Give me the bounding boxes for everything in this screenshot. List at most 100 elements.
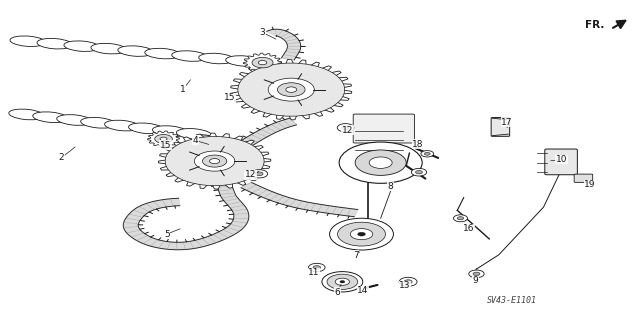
Text: 9: 9 [472,276,478,285]
Circle shape [251,170,268,178]
FancyBboxPatch shape [353,114,415,143]
Ellipse shape [64,41,99,51]
Circle shape [160,137,167,141]
Circle shape [358,232,365,236]
Ellipse shape [120,47,150,55]
Text: 12: 12 [244,170,256,179]
Ellipse shape [172,51,207,61]
Ellipse shape [93,45,124,53]
Ellipse shape [13,37,43,45]
Circle shape [308,263,325,271]
Circle shape [286,87,297,92]
FancyBboxPatch shape [545,149,577,175]
Ellipse shape [174,52,205,60]
Circle shape [195,151,235,171]
Ellipse shape [104,120,140,131]
Text: 6: 6 [334,288,340,297]
Circle shape [337,123,354,132]
Text: 13: 13 [399,281,411,290]
Ellipse shape [226,56,261,66]
Circle shape [155,135,172,143]
Circle shape [404,280,412,284]
Circle shape [202,155,227,167]
Ellipse shape [37,38,72,49]
Polygon shape [230,59,352,120]
Text: 7: 7 [353,251,358,260]
Circle shape [355,150,406,175]
Text: 2: 2 [58,153,64,162]
Ellipse shape [40,40,70,48]
Circle shape [350,229,372,240]
Polygon shape [243,53,282,72]
Circle shape [268,78,314,101]
Ellipse shape [199,53,234,64]
Ellipse shape [147,49,178,57]
Circle shape [339,142,422,183]
Circle shape [277,83,305,97]
Ellipse shape [91,43,126,54]
Ellipse shape [247,62,265,67]
Circle shape [209,159,220,164]
FancyBboxPatch shape [491,118,509,136]
FancyBboxPatch shape [574,174,593,182]
Circle shape [259,61,267,65]
Ellipse shape [83,119,113,127]
Circle shape [335,278,349,285]
Text: 10: 10 [556,155,567,164]
Text: 4: 4 [193,136,198,145]
Circle shape [421,151,434,157]
Text: 16: 16 [463,224,474,233]
Ellipse shape [202,55,232,63]
Text: 18: 18 [412,140,424,149]
Circle shape [255,172,263,176]
Circle shape [342,126,349,130]
Circle shape [313,266,321,269]
Circle shape [165,137,264,186]
Text: 1: 1 [180,85,186,94]
Ellipse shape [177,129,212,139]
Text: 3: 3 [260,28,266,37]
Ellipse shape [196,135,214,140]
Text: 14: 14 [357,286,369,295]
Text: FR.: FR. [585,19,604,30]
Ellipse shape [10,36,45,47]
Circle shape [340,281,345,283]
Ellipse shape [152,126,188,137]
Ellipse shape [155,127,185,135]
Text: 15: 15 [160,141,172,150]
Polygon shape [148,131,179,147]
Ellipse shape [67,42,97,50]
Text: 17: 17 [501,118,513,127]
Text: 12: 12 [342,126,353,135]
Circle shape [458,217,463,220]
Circle shape [412,168,427,176]
Polygon shape [241,182,358,217]
Circle shape [454,215,467,222]
Circle shape [330,218,394,250]
Text: 15: 15 [223,93,235,102]
Text: SV43-E1101: SV43-E1101 [486,296,536,305]
Ellipse shape [129,123,164,134]
Ellipse shape [179,130,209,138]
Ellipse shape [81,117,116,128]
Ellipse shape [35,113,65,121]
Text: 19: 19 [584,181,596,189]
Circle shape [337,222,385,246]
Circle shape [424,152,430,155]
Ellipse shape [145,48,180,59]
Circle shape [252,57,273,68]
Polygon shape [267,29,301,60]
Circle shape [327,274,358,289]
Text: 5: 5 [164,230,170,239]
Ellipse shape [57,115,92,125]
Ellipse shape [9,109,44,120]
Ellipse shape [107,122,137,130]
Ellipse shape [118,46,153,56]
Polygon shape [159,133,271,189]
Ellipse shape [131,124,161,132]
Ellipse shape [60,116,90,124]
Circle shape [399,277,417,286]
Circle shape [415,170,422,174]
Circle shape [468,270,484,278]
Text: 11: 11 [308,268,319,278]
